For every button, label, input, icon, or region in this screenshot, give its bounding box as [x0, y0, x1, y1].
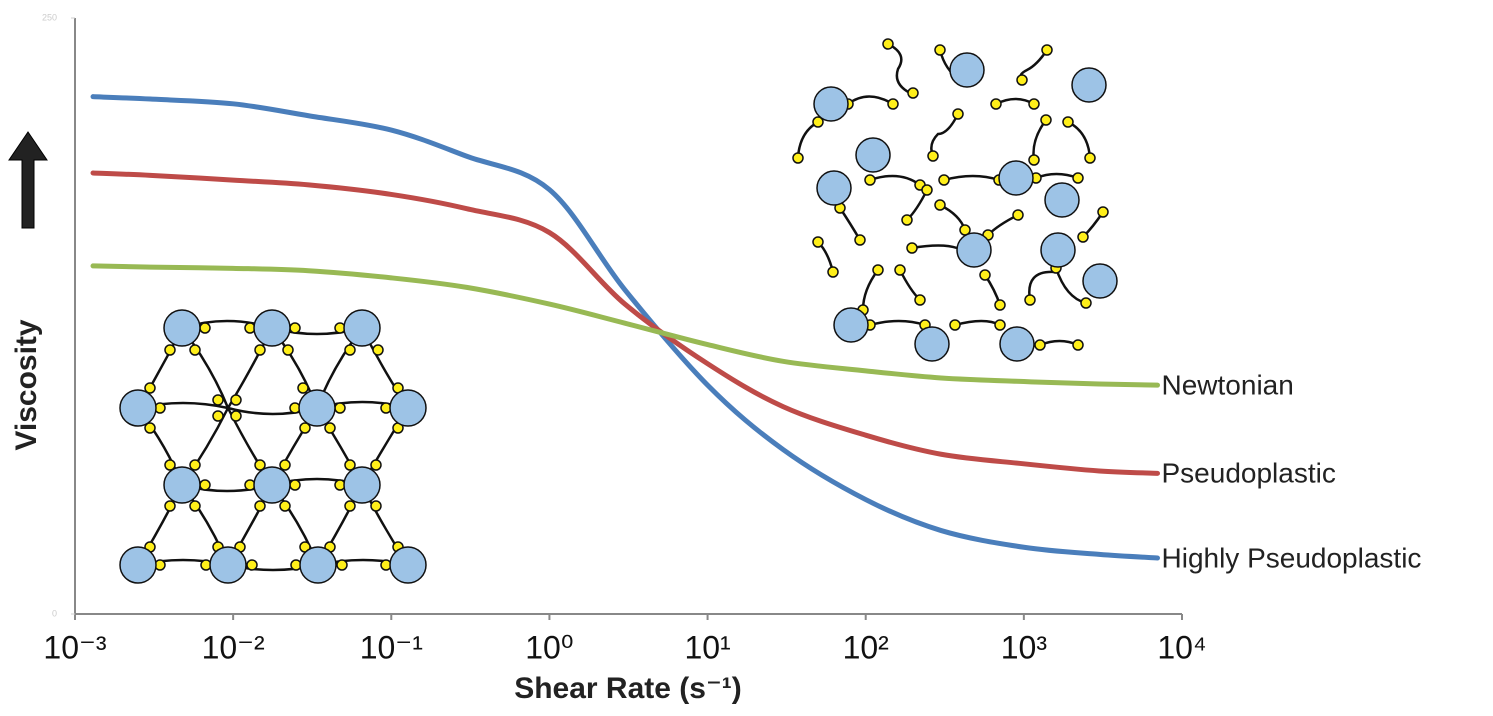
- plot-area: 10⁻³ 10⁻² 10⁻¹ 10⁰ 10¹ 10² 10³ 10⁴ 0 250 Highly Ps…: [42, 12, 1421, 665]
- series-label: Pseudoplastic: [1162, 458, 1336, 489]
- series-line: [90, 263, 1160, 388]
- y-tick-label: 0: [52, 608, 57, 618]
- series-line: [90, 94, 1160, 561]
- series-line: [90, 170, 1160, 476]
- y-tick-label: 250: [42, 12, 57, 22]
- x-tick-label: 10¹: [684, 629, 730, 665]
- x-tick-label: 10⁻²: [202, 629, 265, 665]
- network-illustration: [119, 309, 427, 584]
- x-tick-label: 10⁻³: [43, 629, 106, 665]
- y-axis-label: Viscosity: [10, 319, 43, 451]
- dispersed-illustration: [792, 38, 1118, 362]
- x-tick-label: 10⁰: [525, 629, 573, 665]
- x-tick-label: 10²: [843, 629, 890, 665]
- y-arrow: [8, 131, 48, 229]
- series-label: Newtonian: [1162, 370, 1294, 401]
- x-tick-label: 10⁴: [1157, 629, 1206, 665]
- x-axis-label: Shear Rate (s⁻¹): [514, 672, 742, 705]
- x-tick-label: 10³: [1001, 629, 1048, 665]
- x-tick-label: 10⁻¹: [360, 629, 423, 665]
- series-label: Highly Pseudoplastic: [1162, 542, 1422, 573]
